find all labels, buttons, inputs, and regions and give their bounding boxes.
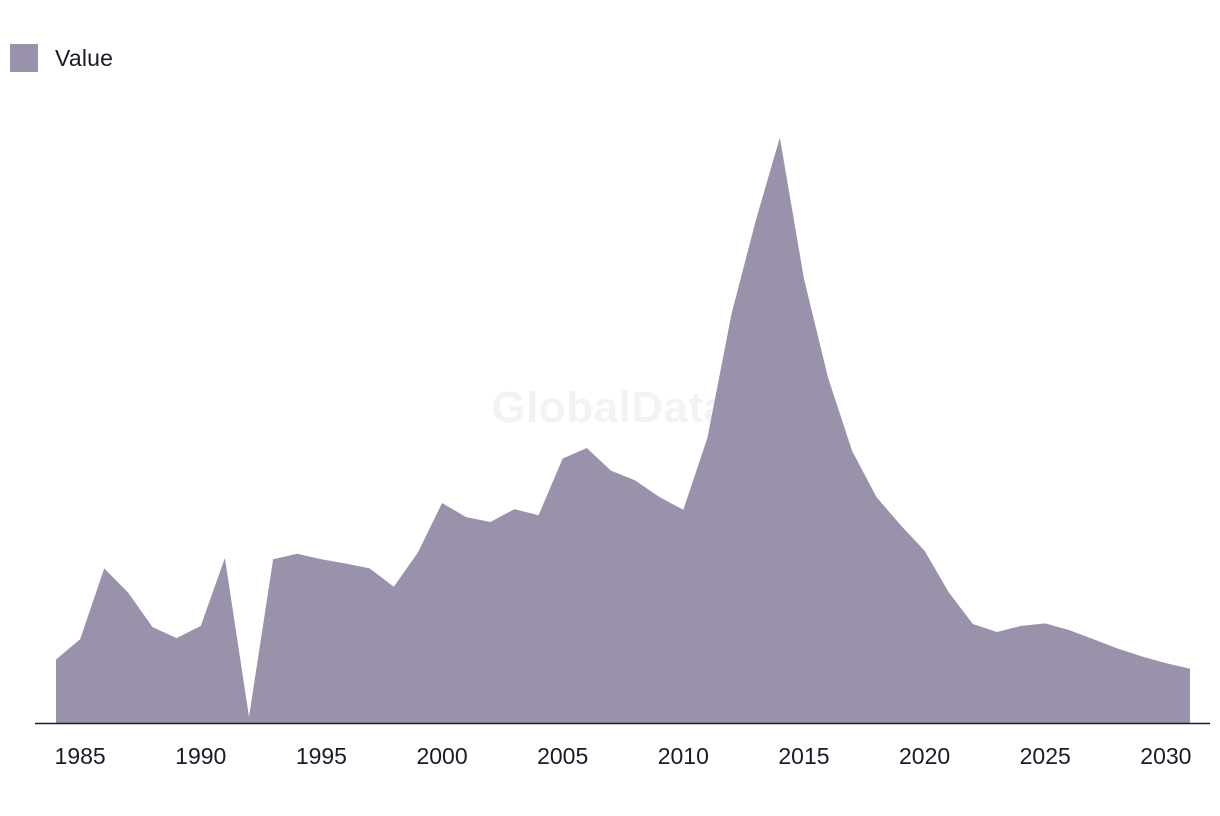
x-tick-label-1985: 1985 [55, 743, 106, 769]
legend-label: Value [55, 44, 114, 71]
x-tick-label-2020: 2020 [899, 743, 950, 769]
x-tick-label-2025: 2025 [1020, 743, 1071, 769]
x-tick-label-1995: 1995 [296, 743, 347, 769]
x-tick-label-2010: 2010 [658, 743, 709, 769]
legend: Value [10, 44, 113, 72]
x-tick-label-2005: 2005 [537, 743, 588, 769]
legend-swatch [10, 44, 38, 72]
x-tick-label-1990: 1990 [175, 743, 226, 769]
series-area-value [56, 137, 1190, 723]
x-tick-label-2015: 2015 [778, 743, 829, 769]
x-tick-label-2000: 2000 [416, 743, 467, 769]
x-axis-ticks: 1985 1990 1995 2000 2005 2010 2015 2020 2025 2030 [55, 743, 1192, 769]
x-tick-label-2030: 2030 [1140, 743, 1191, 769]
